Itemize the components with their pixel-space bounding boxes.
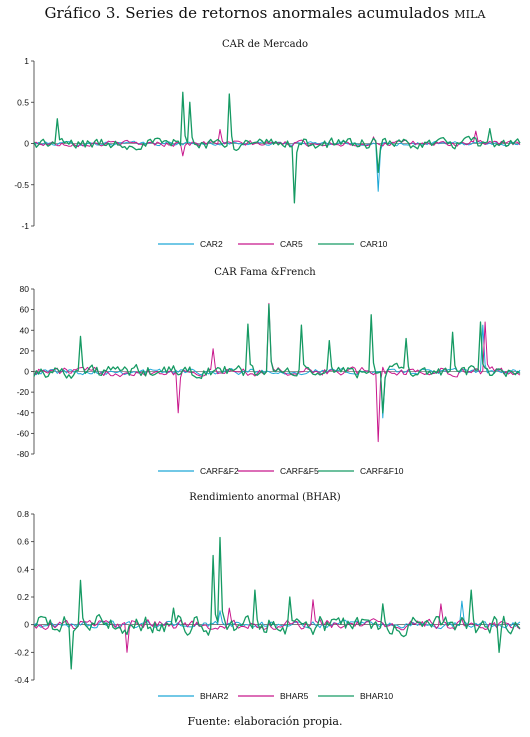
y-tick-label: 0.5 [17, 97, 29, 107]
y-tick-label: 80 [20, 284, 30, 294]
y-tick-label: 0.8 [17, 509, 29, 519]
chart-panel-3: Rendimiento anormal (BHAR) 0.8 0.6 0.4 0.2 0 -… [14, 492, 521, 701]
y-tick-label: -0.2 [14, 647, 29, 657]
chart-panel-2: CAR Fama &French 80 60 40 20 0 -20 -40 -60 -80 CAR… [17, 267, 521, 476]
y-tick-label: -80 [17, 449, 30, 459]
source-note: Fuente: elaboración propia. [187, 715, 343, 728]
y-tick-label: 0 [24, 367, 29, 377]
legend-label: CAR5 [280, 239, 303, 249]
series-line-car10 [33, 91, 521, 204]
y-tick-label: -60 [17, 428, 30, 438]
chart-title: Rendimiento anormal (BHAR) [189, 492, 340, 503]
series-line-carf-f5 [33, 302, 521, 443]
y-tick-label: -0.4 [14, 675, 29, 685]
legend-label: CARF&F5 [280, 466, 319, 476]
y-tick-label: 1 [24, 56, 29, 66]
figure-title-text: Gráfico 3. Series de retornos anormales … [44, 4, 450, 22]
y-tick-label: 20 [20, 346, 30, 356]
y-tick-label: 0.4 [17, 564, 29, 574]
y-tick-label: 40 [20, 325, 30, 335]
y-tick-label: 0.2 [17, 592, 29, 602]
legend-label: BHAR2 [200, 691, 229, 701]
y-tick-label: -40 [17, 408, 30, 418]
chart-panel-1: CAR de Mercado 1 0.5 0 -0.5 -1 CAR2 CAR5 CAR10 [14, 39, 521, 249]
series-line-bhar2 [33, 600, 521, 630]
y-tick-label: -1 [21, 221, 29, 231]
y-tick-label: 0.6 [17, 537, 29, 547]
figure-title: Gráfico 3. Series de retornos anormales … [0, 4, 530, 22]
series-line-carf-f10 [33, 303, 521, 414]
y-tick-label: -0.5 [14, 180, 29, 190]
series-line-carf-f2 [33, 324, 521, 419]
chart-title: CAR de Mercado [222, 39, 308, 50]
y-tick-label: 0 [24, 139, 29, 149]
legend-label: BHAR10 [360, 691, 393, 701]
series-line-bhar5 [33, 599, 521, 653]
series-line-bhar10 [33, 536, 521, 670]
figure-title-smallcaps: mila [454, 4, 486, 22]
chart-title: CAR Fama &French [214, 267, 316, 278]
legend-label: CARF&F2 [200, 466, 239, 476]
y-tick-label: 60 [20, 305, 30, 315]
legend-label: CAR10 [360, 239, 388, 249]
legend-label: BHAR5 [280, 691, 309, 701]
y-tick-label: 0 [24, 620, 29, 630]
legend-label: CAR2 [200, 239, 223, 249]
y-tick-label: -20 [17, 387, 30, 397]
series-line-car2 [33, 140, 521, 192]
legend-label: CARF&F10 [360, 466, 404, 476]
